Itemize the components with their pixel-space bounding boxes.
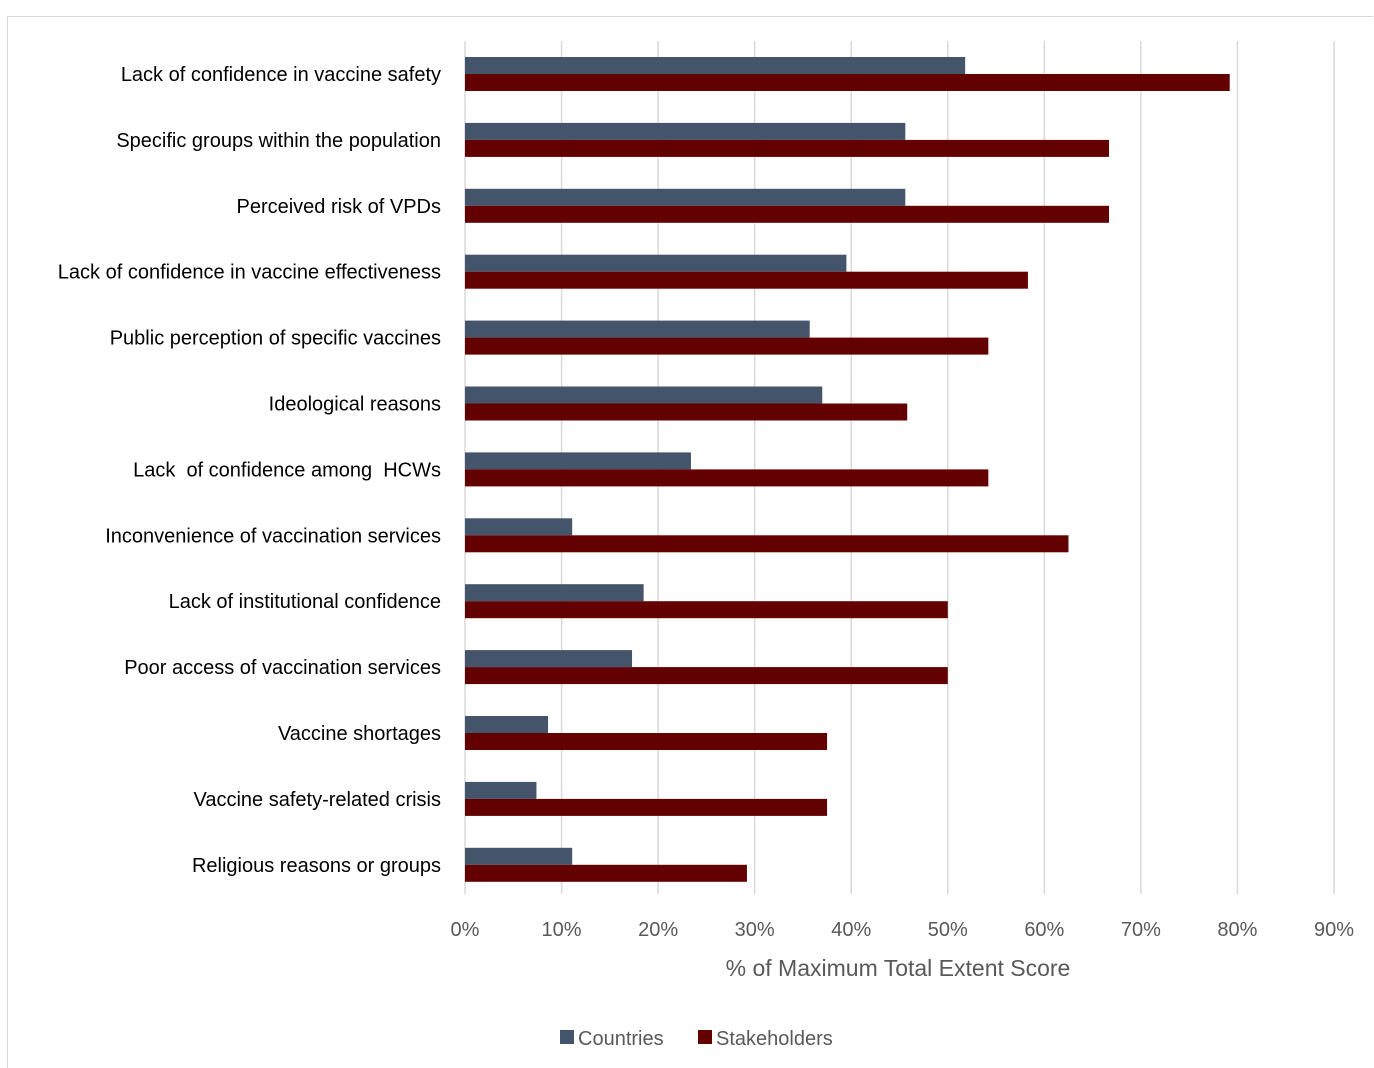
category-label: Vaccine safety-related crisis xyxy=(194,789,442,811)
category-label: Poor access of vaccination services xyxy=(124,657,441,679)
category-label: Lack of confidence in vaccine safety xyxy=(121,64,441,86)
bar-countries xyxy=(465,716,549,733)
bar-stakeholders xyxy=(465,337,989,355)
category-label: Public perception of specific vaccines xyxy=(110,328,441,350)
legend-label: Stakeholders xyxy=(716,1028,833,1050)
x-tick-label: 20% xyxy=(638,919,678,941)
bar-stakeholders xyxy=(465,864,747,882)
legend-swatch xyxy=(698,1030,712,1044)
legend-swatch xyxy=(560,1030,574,1044)
bar-countries xyxy=(465,188,906,206)
bar-countries xyxy=(465,650,633,668)
bar-stakeholders xyxy=(465,667,948,685)
bar-stakeholders xyxy=(465,601,948,619)
x-tick-label: 70% xyxy=(1121,919,1161,941)
bar-stakeholders xyxy=(465,271,1028,289)
bar-countries xyxy=(465,320,810,338)
bar-countries xyxy=(465,452,691,470)
bar-countries xyxy=(465,386,823,404)
category-labels: Lack of confidence in vaccine safety Spec… xyxy=(58,64,441,877)
legend: Countries Stakeholders xyxy=(560,1028,833,1050)
bar-stakeholders xyxy=(465,733,828,750)
bar-stakeholders xyxy=(465,798,828,816)
bar-stakeholders xyxy=(465,535,1069,553)
category-label: Specific groups within the population xyxy=(116,130,441,152)
x-tick-label: 60% xyxy=(1024,919,1064,941)
category-label: Vaccine shortages xyxy=(278,723,441,745)
bars xyxy=(465,57,1230,882)
x-tick-label: 90% xyxy=(1314,919,1354,941)
bar-countries xyxy=(465,122,906,140)
x-tick-label: 50% xyxy=(928,919,968,941)
category-label: Ideological reasons xyxy=(269,394,441,416)
x-tick-label: 30% xyxy=(735,919,775,941)
x-tick-label: 80% xyxy=(1217,919,1257,941)
category-label: Lack of institutional confidence xyxy=(169,591,441,613)
bar-countries xyxy=(465,57,966,74)
x-axis-title: % of Maximum Total Extent Score xyxy=(726,955,1071,981)
bar-countries xyxy=(465,781,537,799)
bar-countries xyxy=(465,254,847,272)
category-label: Lack of confidence in vaccine effectiven… xyxy=(58,262,441,284)
bar-countries xyxy=(465,847,573,865)
x-tick-label: 10% xyxy=(542,919,582,941)
bar-countries xyxy=(465,518,573,536)
bar-stakeholders xyxy=(465,205,1110,223)
bar-stakeholders xyxy=(465,469,989,487)
legend-label: Countries xyxy=(578,1028,664,1050)
category-label: Religious reasons or groups xyxy=(192,855,441,877)
bar-stakeholders xyxy=(465,74,1230,91)
x-tick-label: 40% xyxy=(831,919,871,941)
chart-frame xyxy=(7,16,1373,1068)
category-label: Perceived risk of VPDs xyxy=(236,196,441,218)
bar-stakeholders xyxy=(465,403,908,421)
bar-stakeholders xyxy=(465,139,1110,157)
x-tick-label: 0% xyxy=(451,919,480,941)
category-label: Lack of confidence among HCWs xyxy=(133,459,441,481)
bar-countries xyxy=(465,584,644,602)
category-label: Inconvenience of vaccination services xyxy=(105,525,441,547)
x-tick-labels: 0% 10% 20% 30% 40% 50% 60% 70% 80% 90% xyxy=(451,919,1355,941)
